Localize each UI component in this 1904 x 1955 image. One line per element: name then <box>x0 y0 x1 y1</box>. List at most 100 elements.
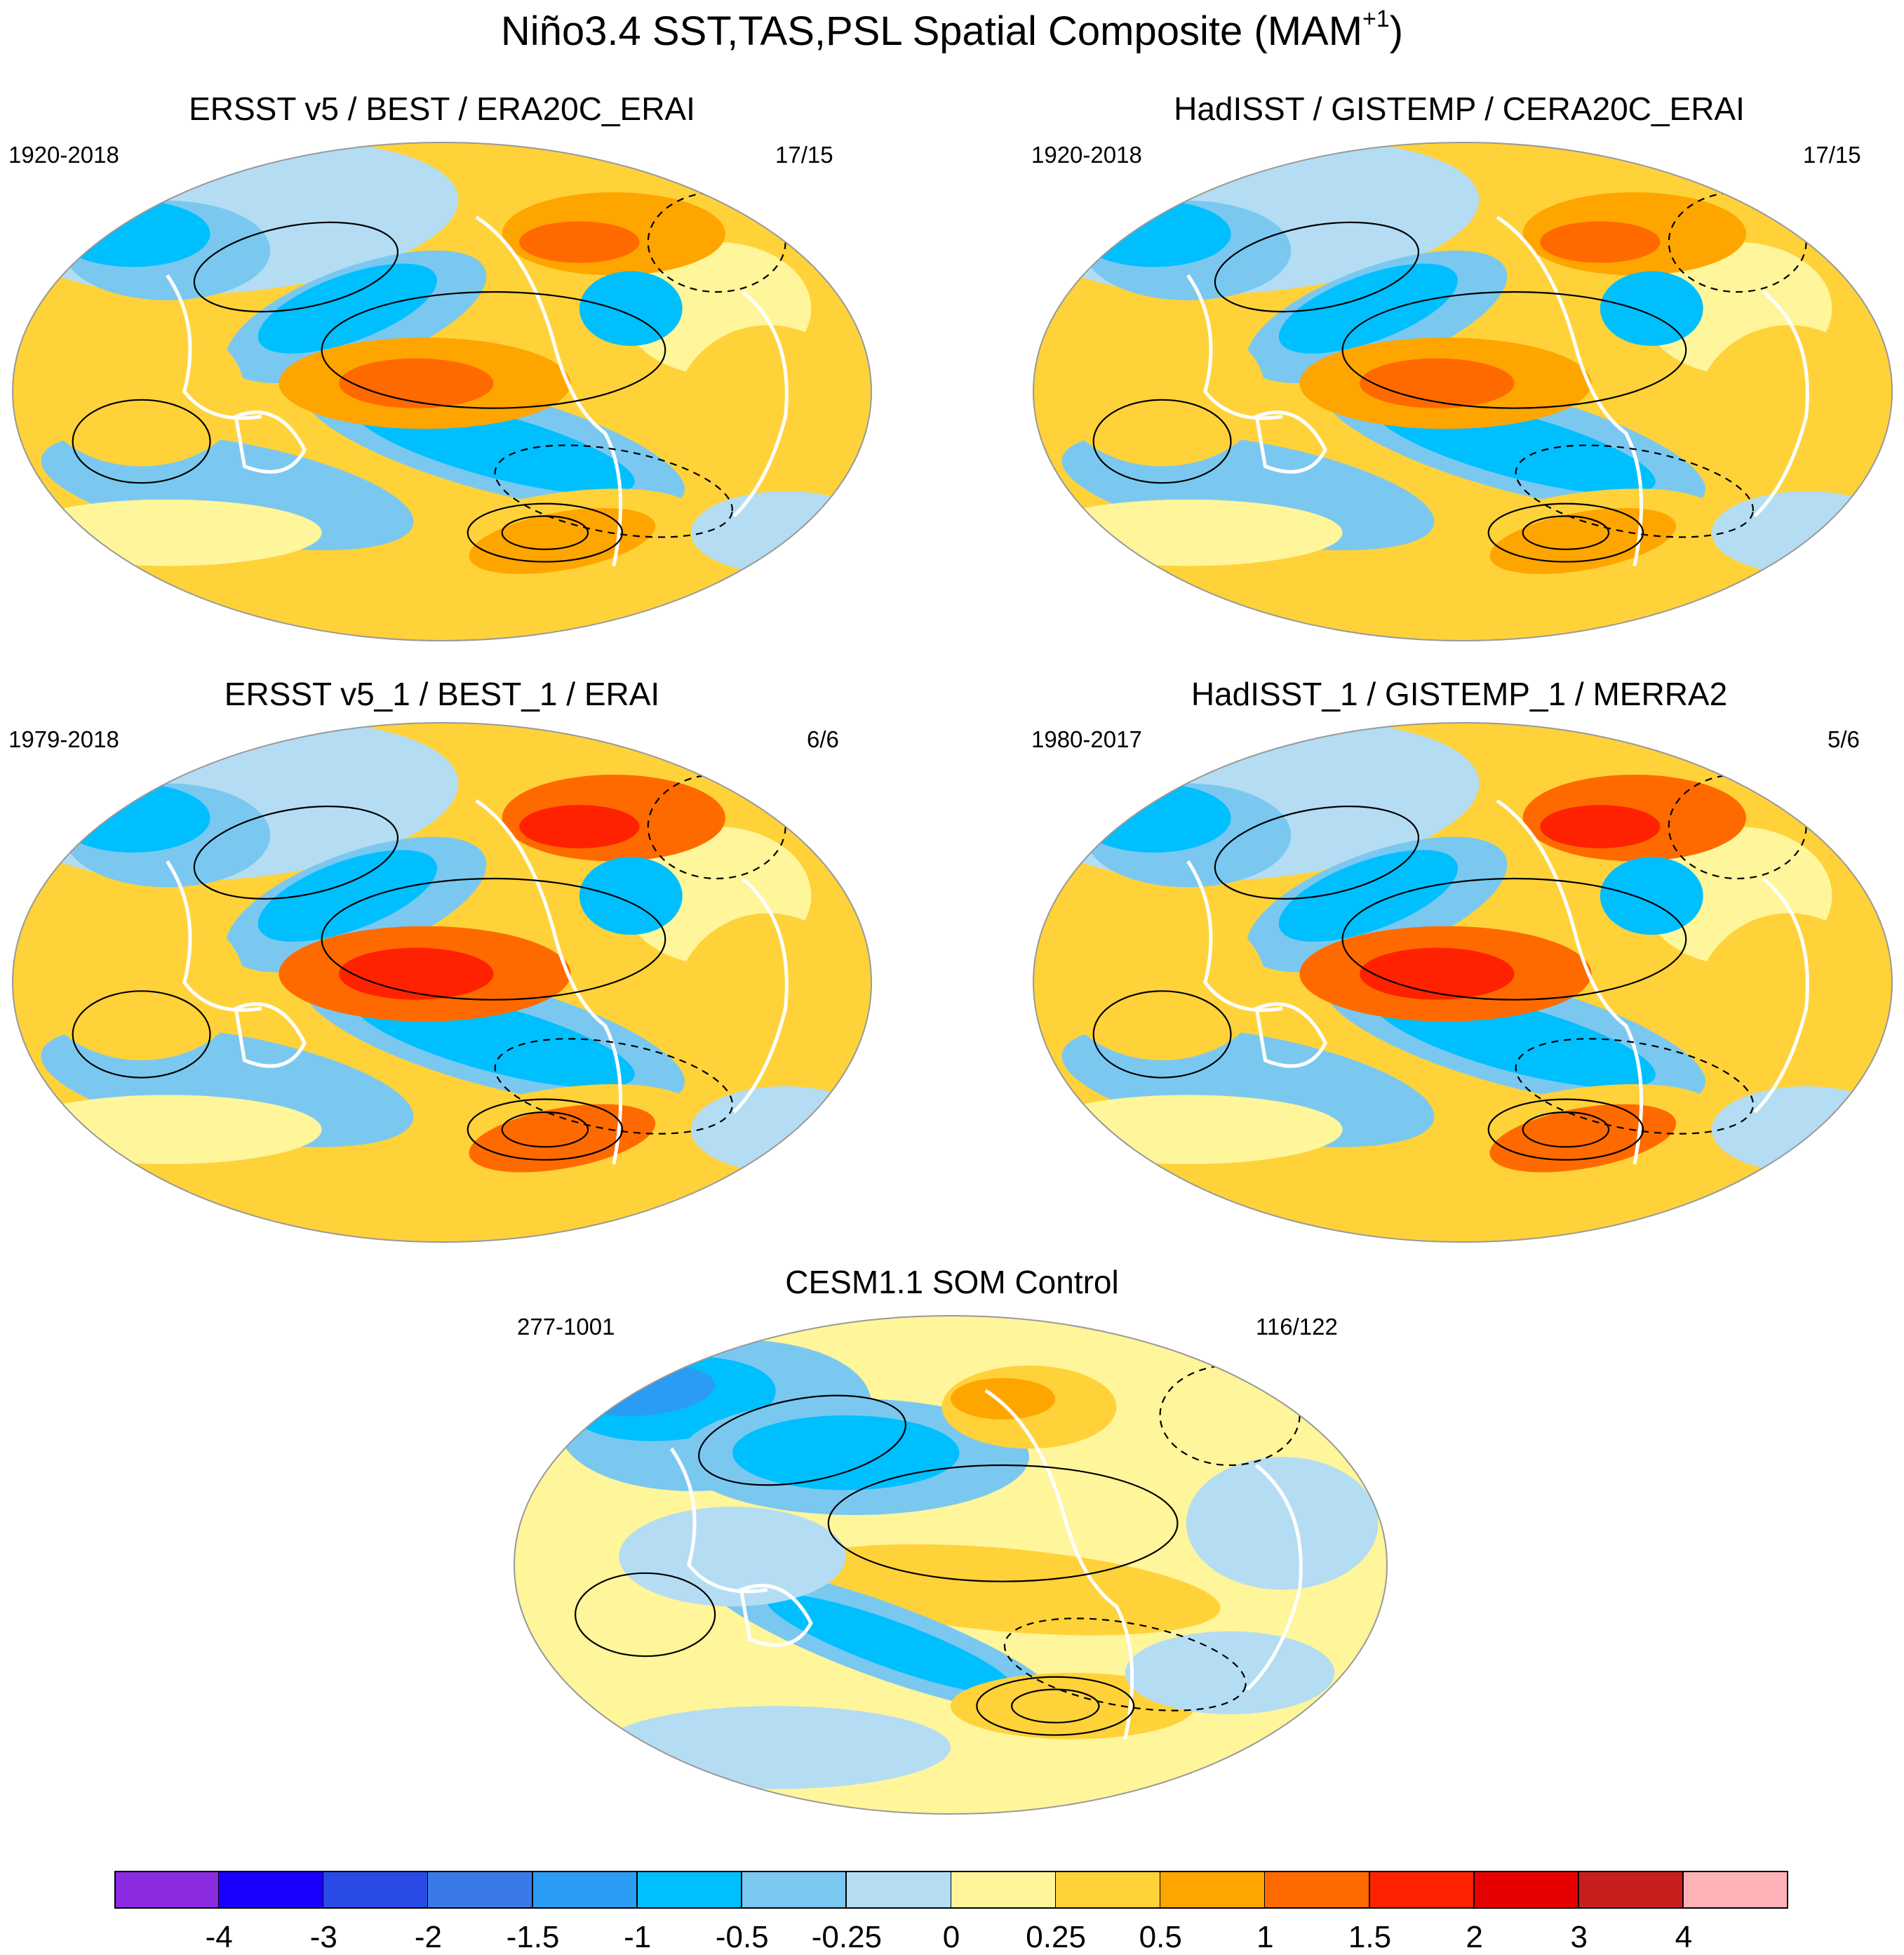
psl-contour <box>1522 1111 1610 1148</box>
colorbar-tick-label: 0 <box>942 1920 960 1954</box>
anomaly-patch <box>469 1104 656 1173</box>
colorbar-swatch <box>1056 1871 1161 1909</box>
colorbar-tick-label: -1 <box>624 1920 652 1954</box>
anomaly-patch <box>38 905 245 1060</box>
panel-1-map <box>12 142 872 641</box>
coastline <box>732 877 789 1114</box>
panel-4-title: HadISST_1 / GISTEMP_1 / MERRA2 <box>1191 676 1728 712</box>
anomaly-patch <box>1711 1086 1892 1173</box>
psl-contour <box>72 990 211 1079</box>
anomaly-patch <box>1205 574 1721 641</box>
anomaly-patch <box>951 1377 1056 1420</box>
anomaly-patch <box>1600 271 1703 346</box>
anomaly-patch <box>1278 850 1459 942</box>
anomaly-patch <box>1489 1104 1677 1173</box>
panel-4-map <box>1033 722 1893 1243</box>
colorbar-tick-label: 3 <box>1570 1920 1588 1954</box>
anomaly-patch <box>257 850 438 942</box>
anomaly-patch <box>1600 857 1703 935</box>
colorbar-tick-label: 0.25 <box>1026 1920 1086 1954</box>
psl-contour <box>1522 515 1610 550</box>
panel-2-title: HadISST / GISTEMP / CERA20C_ERAI <box>1174 91 1745 127</box>
coastline <box>475 799 623 1165</box>
panel-3-title: ERSST v5_1 / BEST_1 / ERAI <box>224 676 660 712</box>
anomaly-patch <box>1076 200 1231 267</box>
map-border <box>1033 142 1893 641</box>
anomaly-patch <box>339 358 494 408</box>
map-border <box>12 142 872 641</box>
map-border <box>1033 722 1893 1243</box>
map-border <box>12 722 872 1243</box>
colorbar-swatch <box>1160 1871 1266 1909</box>
colorbar-tick-label: -2 <box>414 1920 442 1954</box>
psl-contour <box>467 1098 624 1161</box>
colorbar-tick-label: -0.5 <box>715 1920 769 1954</box>
anomaly-patch <box>1540 805 1661 848</box>
anomaly-field <box>13 723 871 1242</box>
psl-contour <box>1515 444 1754 538</box>
psl-contour <box>1487 502 1644 563</box>
anomaly-patch <box>673 325 863 508</box>
colorbar-swatch <box>1369 1871 1475 1909</box>
panel-1-count: 17/15 <box>775 142 833 168</box>
coastline <box>669 1447 768 1594</box>
psl-contour <box>698 1394 906 1486</box>
psl-contour <box>827 1464 1179 1582</box>
psl-contour <box>976 1676 1135 1736</box>
anomaly-patch <box>1033 1095 1343 1164</box>
anomaly-patch <box>469 507 656 575</box>
psl-contour <box>193 221 399 313</box>
anomaly-patch <box>1711 491 1892 575</box>
anomaly-patch <box>1360 947 1515 1000</box>
colorbar-tick-label: -3 <box>309 1920 337 1954</box>
panel-5-years: 277-1001 <box>517 1314 615 1340</box>
psl-contour <box>1341 877 1687 1001</box>
psl-contour <box>321 291 666 409</box>
psl-contour <box>1010 1688 1100 1723</box>
anomaly-field <box>514 1316 1387 1814</box>
coastline <box>166 274 262 420</box>
anomaly-patch <box>1489 507 1677 575</box>
anomaly-patch <box>951 1672 1195 1740</box>
coastline <box>1254 1002 1327 1068</box>
coastline <box>739 1584 813 1647</box>
anomaly-patch <box>766 1594 1013 1694</box>
panel-5-title: CESM1.1 SOM Control <box>785 1264 1119 1300</box>
anomaly-patch <box>38 316 245 467</box>
map-border <box>514 1315 1388 1815</box>
panel-3-years: 1979-2018 <box>8 726 119 752</box>
anomaly-field <box>13 142 871 641</box>
colorbar-swatch <box>1683 1871 1788 1909</box>
panel-1-title: ERSST v5 / BEST / ERA20C_ERAI <box>189 91 695 127</box>
coastline <box>1246 1464 1303 1691</box>
anomaly-patch <box>184 1173 700 1242</box>
colorbar-tick-label: 2 <box>1466 1920 1483 1954</box>
colorbar-swatch <box>428 1871 533 1909</box>
anomaly-patch <box>184 574 700 641</box>
panel-2-map <box>1033 142 1893 641</box>
anomaly-patch <box>579 271 683 346</box>
panel-1-years: 1920-2018 <box>8 142 119 168</box>
anomaly-patch <box>1059 905 1266 1060</box>
psl-contour <box>1487 1098 1644 1161</box>
colorbar-tick-label: 1 <box>1256 1920 1274 1954</box>
colorbar-swatch <box>637 1871 743 1909</box>
psl-contour <box>1003 1617 1247 1712</box>
anomaly-patch <box>1205 1173 1721 1242</box>
anomaly-patch <box>1278 263 1458 354</box>
colorbar-swatch <box>114 1871 220 1909</box>
anomaly-patch <box>1076 783 1231 853</box>
figure-title-close: ) <box>1389 8 1404 54</box>
colorbar-swatch <box>1265 1871 1370 1909</box>
anomaly-patch <box>1125 1631 1335 1714</box>
psl-contour <box>1092 990 1232 1079</box>
anomaly-patch <box>13 499 322 566</box>
coastline <box>234 1002 307 1068</box>
coastline <box>234 411 307 474</box>
anomaly-patch <box>1059 316 1266 467</box>
figure-title-text: Niño3.4 SST,TAS,PSL Spatial Composite (M… <box>500 8 1363 54</box>
colorbar-swatch <box>1474 1871 1580 1909</box>
colorbar-swatch <box>323 1871 429 1909</box>
psl-contour <box>193 806 399 900</box>
psl-contour <box>1214 806 1420 900</box>
